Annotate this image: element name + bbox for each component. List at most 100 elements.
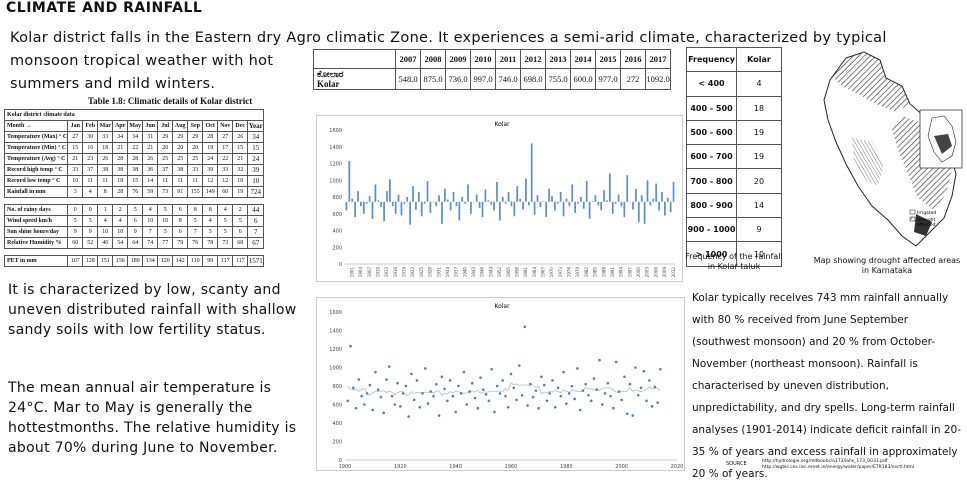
table-cell: Dec (232, 120, 249, 132)
table-cell: 44 (247, 204, 265, 216)
x-tick-label: 1976 (567, 267, 572, 278)
bar (565, 198, 568, 202)
table-cell: 22 (217, 153, 234, 165)
table-cell: May (127, 120, 144, 132)
y-tick-label: 600 (332, 212, 342, 218)
scatter-point (620, 398, 623, 402)
year-header-cell: 2016 (620, 49, 646, 69)
x-tick-label: 1979 (575, 267, 580, 278)
table-cell: Jun (142, 120, 159, 132)
table-row: 600 - 700 19 (686, 144, 782, 170)
scatter-point (542, 383, 546, 387)
source-link[interactable]: http://hydrologie.org/redbooks/a173/iahs… (762, 459, 888, 464)
table-row: Record high temp ° C 33 37 38 38 38 36 37 38 33 39… (3, 164, 265, 176)
table-cell: 8 (187, 204, 204, 216)
table-cell: 14 (142, 175, 159, 187)
scatter-point (570, 384, 574, 388)
karnataka-map-image: Irrigated Drought affected (823, 51, 963, 247)
row-label-kannada: ಕೋಲಾರ (317, 69, 344, 79)
bar (530, 143, 533, 202)
table-row-label: Relative Humidity % (3, 237, 69, 249)
bar (484, 189, 487, 202)
scatter-point (451, 394, 455, 398)
table-cell: 73 (157, 186, 174, 198)
frequency-count-cell: 19 (736, 119, 782, 146)
table-cell: 4 (202, 215, 219, 227)
table-cell: 120 (157, 255, 174, 267)
scatter-point (509, 372, 513, 376)
scatter-point (476, 406, 480, 410)
x-tick-label: 1980 (560, 464, 573, 470)
table-row-label: ಕೋಲಾರ Kolar (313, 68, 396, 90)
scatter-point (352, 386, 355, 390)
table-cell: 9 (82, 226, 99, 238)
table-cell: 20 (157, 142, 174, 154)
table-cell: 26 (232, 131, 249, 143)
table-cell: 5 (82, 215, 99, 227)
table-cell: 10 (67, 175, 84, 187)
table-row: 900 - 1000 9 (686, 217, 782, 243)
table-row: Temperature (Max) ° C 27 30 33 34 34 31 29 29 29 2… (3, 131, 265, 143)
table-cell: Apr (112, 120, 129, 132)
scatter-point (470, 381, 474, 385)
source-urls: http://hydrologie.org/redbooks/a173/iahs… (762, 459, 914, 471)
table-cell: 54 (112, 237, 129, 249)
bar (377, 200, 380, 202)
chart-title: Kolar (494, 303, 510, 310)
bar (441, 201, 443, 224)
table-cell: 10 (232, 175, 249, 187)
scatter-point (548, 392, 552, 395)
bar (452, 191, 455, 202)
table-row: 700 - 800 20 (686, 168, 782, 194)
table-cell: 5 (232, 215, 249, 227)
table-header-cell: Frequency (686, 46, 737, 73)
table-row: Wind speed km/h 5 5 4 4 6 10 10 8 5 4 5 5 6 (3, 215, 265, 227)
bar (438, 195, 440, 202)
scatter-point (354, 406, 358, 410)
intro-line: Kolar district falls in the Eastern dry … (10, 30, 887, 46)
bar (611, 201, 614, 214)
scatter-point (612, 406, 615, 410)
table-cell: 26 (97, 153, 114, 165)
table-cell: 27 (217, 131, 234, 143)
climate-table: Kolar district climate data Month → Jan Fe… (3, 109, 265, 267)
table-cell: 23 (82, 153, 99, 165)
x-tick-label: 1991 (610, 267, 615, 278)
x-tick-label: 1913 (384, 267, 389, 278)
y-tick-label: 1600 (329, 128, 342, 134)
table-cell: 10 (142, 215, 159, 227)
rainfall-value-cell: 736.0 (445, 68, 471, 90)
scatter-point (501, 379, 504, 382)
table-cell: 149 (202, 186, 219, 198)
scatter-point (645, 399, 648, 403)
table-cell: 29 (157, 131, 174, 143)
scatter-point (595, 388, 599, 391)
table-row-label: Month → (3, 120, 69, 132)
page-title: CLIMATE AND RAINFALL (6, 0, 203, 16)
table-cell: 4 (142, 204, 159, 216)
bar (478, 201, 481, 208)
table-row-label: Temperature (Max) ° C (3, 131, 69, 143)
table-cell: 25 (157, 153, 174, 165)
scatter-point (617, 390, 621, 393)
table-cell: 29 (172, 131, 189, 143)
bar (559, 191, 562, 202)
bar (640, 195, 643, 202)
scatter-point (401, 392, 405, 395)
table-cell: 33 (187, 164, 204, 176)
source-link[interactable]: http://wgbis.ces.iisc.ernet.in/energy/wa… (762, 465, 915, 470)
scatter-point (648, 379, 651, 382)
scatter-point (562, 370, 565, 374)
table-cell: 5 (67, 215, 84, 227)
bar (464, 201, 466, 204)
scatter-point (482, 388, 485, 391)
x-tick-label: 1958 (514, 267, 519, 278)
table-cell: 21 (232, 153, 249, 165)
table-cell: 6 (172, 204, 189, 216)
scatter-point (565, 402, 568, 405)
scatter-point (429, 390, 433, 393)
rainfall-value-cell: 1092.0 (645, 68, 671, 90)
y-tick-label: 0 (339, 262, 342, 268)
table-cell: 21 (67, 153, 84, 165)
table-cell: 11 (172, 175, 189, 187)
